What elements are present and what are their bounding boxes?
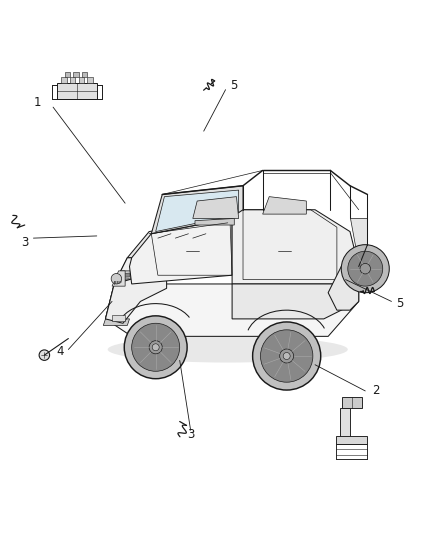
Polygon shape	[112, 271, 125, 286]
Text: 5: 5	[396, 297, 404, 310]
Polygon shape	[151, 185, 243, 234]
Circle shape	[253, 322, 321, 390]
Polygon shape	[114, 290, 130, 294]
Polygon shape	[340, 408, 350, 440]
Text: 3: 3	[21, 236, 28, 249]
Bar	[82, 72, 88, 77]
Polygon shape	[103, 319, 130, 326]
Ellipse shape	[108, 336, 348, 362]
Text: JEEP: JEEP	[113, 281, 122, 285]
Circle shape	[39, 350, 49, 360]
Polygon shape	[195, 219, 234, 225]
Text: 5: 5	[230, 79, 238, 92]
Text: 3: 3	[187, 428, 194, 441]
Polygon shape	[115, 285, 130, 289]
Polygon shape	[232, 210, 359, 284]
Circle shape	[152, 344, 159, 351]
Polygon shape	[106, 266, 359, 336]
Polygon shape	[113, 302, 130, 306]
Polygon shape	[115, 279, 130, 283]
Polygon shape	[232, 284, 359, 319]
Circle shape	[149, 341, 162, 354]
Bar	[79, 77, 84, 83]
Bar	[57, 83, 97, 100]
Text: 2: 2	[372, 384, 380, 398]
Polygon shape	[112, 271, 131, 310]
Polygon shape	[263, 197, 306, 214]
Polygon shape	[193, 197, 239, 219]
Bar	[88, 77, 93, 83]
Bar	[61, 77, 67, 83]
Circle shape	[132, 323, 180, 372]
Circle shape	[341, 245, 389, 293]
Polygon shape	[114, 240, 250, 284]
Text: 4: 4	[56, 345, 64, 358]
Text: 1: 1	[34, 96, 42, 109]
Bar	[70, 77, 75, 83]
Circle shape	[348, 251, 383, 286]
Polygon shape	[328, 266, 359, 310]
Polygon shape	[342, 397, 362, 408]
Polygon shape	[106, 258, 132, 319]
Polygon shape	[127, 219, 250, 258]
Polygon shape	[106, 275, 166, 323]
Circle shape	[124, 316, 187, 379]
Circle shape	[280, 349, 293, 363]
Polygon shape	[114, 296, 130, 300]
Polygon shape	[350, 219, 367, 266]
Polygon shape	[112, 314, 125, 321]
Circle shape	[283, 352, 290, 359]
Bar	[64, 72, 70, 77]
Circle shape	[360, 263, 371, 274]
Polygon shape	[116, 273, 130, 277]
Polygon shape	[336, 436, 367, 444]
Circle shape	[111, 273, 122, 284]
Polygon shape	[155, 190, 239, 231]
Polygon shape	[130, 219, 232, 284]
Circle shape	[261, 330, 313, 382]
Bar	[73, 72, 79, 77]
